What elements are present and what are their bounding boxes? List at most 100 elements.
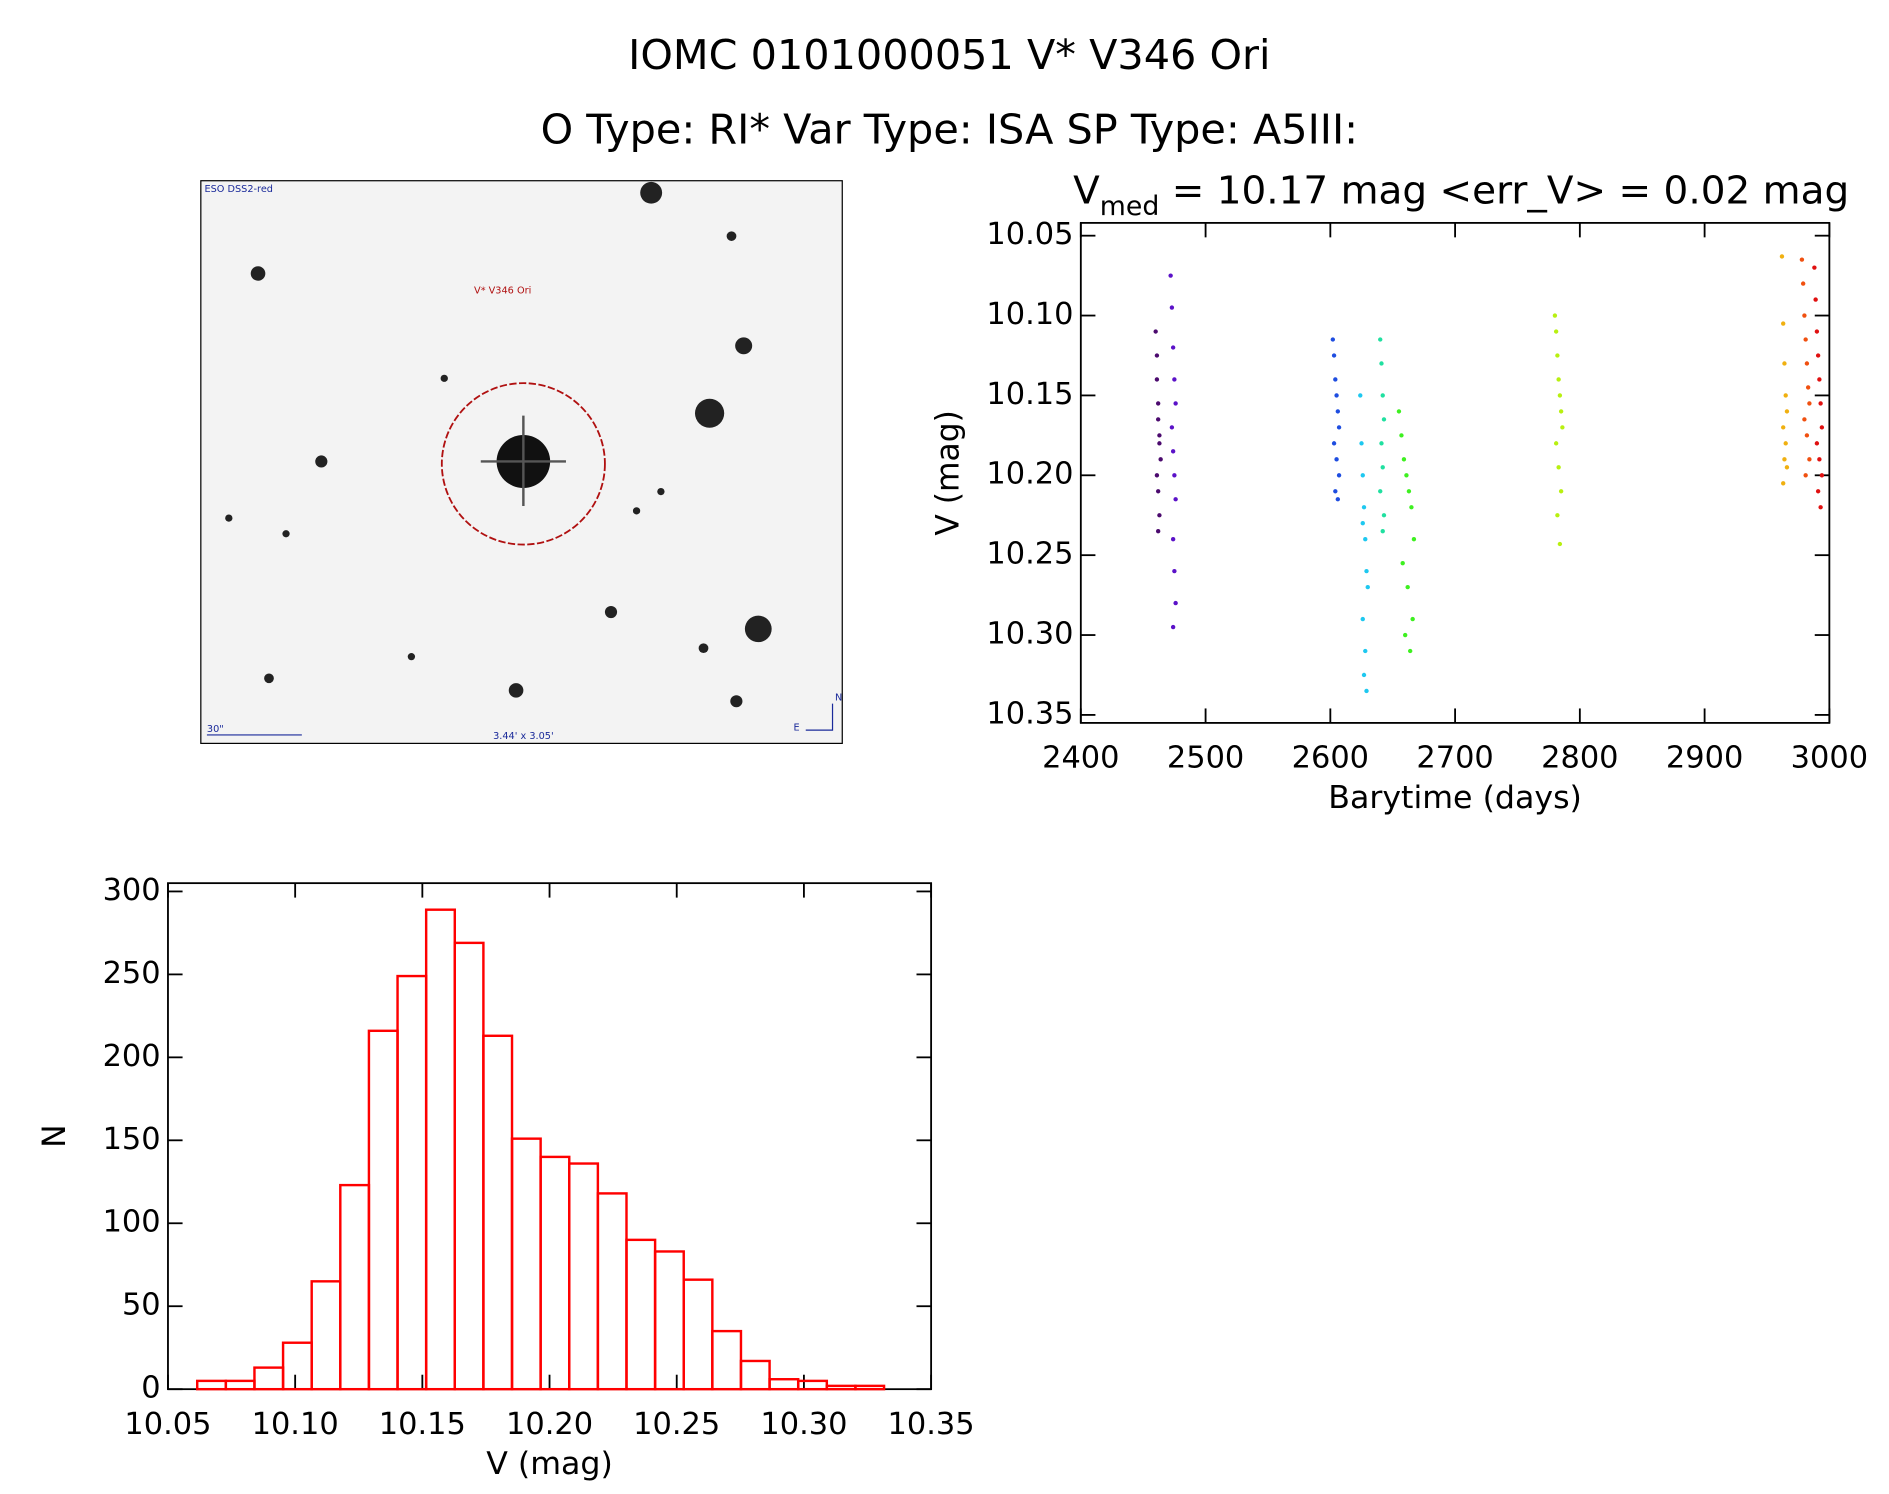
y-tick-label: 250 bbox=[103, 956, 161, 991]
bar bbox=[424, 908, 456, 1391]
point bbox=[1555, 353, 1560, 358]
point bbox=[1378, 337, 1383, 342]
y-axis-title: N bbox=[37, 1124, 73, 1147]
point bbox=[1158, 457, 1163, 462]
point bbox=[1358, 393, 1363, 398]
point bbox=[1157, 441, 1162, 446]
y-tick-label: 10.15 bbox=[986, 377, 1073, 412]
point bbox=[1378, 489, 1383, 494]
point bbox=[1557, 541, 1563, 547]
bar bbox=[768, 1378, 800, 1391]
x-tick-label: 10.25 bbox=[633, 1407, 720, 1442]
x-tick-label: 2600 bbox=[1292, 741, 1369, 776]
point bbox=[1799, 257, 1805, 262]
point bbox=[1819, 425, 1825, 430]
point bbox=[1819, 473, 1825, 478]
point bbox=[1402, 632, 1408, 638]
y-tick-label: 10.25 bbox=[986, 537, 1073, 572]
chart-title: Vmed = 10.17 mag <err_V> = 0.02 mag bbox=[1073, 168, 1849, 221]
point bbox=[1155, 489, 1161, 494]
point bbox=[1364, 688, 1369, 694]
point bbox=[1364, 568, 1369, 574]
point bbox=[1363, 537, 1368, 542]
point bbox=[1552, 313, 1558, 318]
point bbox=[1361, 505, 1367, 510]
page-title: IOMC 0101000051 V* V346 Ori bbox=[628, 31, 1270, 79]
title-rest: = 10.17 mag <err_V> = 0.02 mag bbox=[1159, 168, 1849, 213]
point bbox=[1560, 425, 1565, 430]
point bbox=[1363, 648, 1368, 654]
point bbox=[1381, 513, 1387, 518]
point bbox=[1818, 505, 1823, 510]
point bbox=[1360, 473, 1365, 478]
point bbox=[1817, 377, 1822, 382]
survey-label: ESO DSS2-red bbox=[204, 184, 273, 195]
x-axis-title: V (mag) bbox=[486, 1446, 613, 1482]
point bbox=[1815, 353, 1821, 358]
point bbox=[1153, 329, 1158, 334]
y-tick-label: 10.20 bbox=[986, 457, 1073, 492]
point bbox=[1169, 425, 1175, 430]
y-tick-label: 10.10 bbox=[986, 297, 1073, 332]
y-tick-label: 10.35 bbox=[986, 697, 1073, 732]
scale-label: 30" bbox=[207, 724, 224, 735]
point bbox=[1556, 465, 1561, 470]
point bbox=[1333, 489, 1338, 494]
compass-east: E bbox=[794, 723, 800, 734]
bar bbox=[854, 1384, 886, 1391]
point bbox=[1157, 433, 1162, 438]
point bbox=[1172, 473, 1177, 478]
y-tick-label: 10.30 bbox=[986, 617, 1073, 652]
point bbox=[1155, 529, 1161, 534]
point bbox=[1805, 385, 1811, 390]
point bbox=[1784, 465, 1790, 470]
point bbox=[1333, 377, 1338, 382]
aperture bbox=[440, 382, 606, 546]
bar bbox=[711, 1329, 743, 1391]
point bbox=[1173, 497, 1178, 502]
bar bbox=[510, 1137, 542, 1391]
point bbox=[1803, 473, 1808, 478]
point bbox=[1409, 505, 1414, 510]
point bbox=[1170, 537, 1176, 542]
point bbox=[1154, 473, 1160, 478]
point bbox=[1405, 584, 1410, 590]
point bbox=[1336, 425, 1342, 430]
point bbox=[1557, 393, 1563, 398]
y-tick-label: 100 bbox=[103, 1205, 161, 1240]
y-tick-label: 300 bbox=[103, 873, 161, 908]
y-axis-title: V (mag) bbox=[930, 410, 966, 535]
point bbox=[1803, 337, 1808, 342]
point bbox=[1814, 441, 1820, 446]
plot-frame bbox=[1079, 221, 1831, 724]
y-tick-label: 200 bbox=[103, 1039, 161, 1074]
point bbox=[1335, 497, 1341, 502]
point bbox=[1558, 409, 1564, 414]
point bbox=[1155, 401, 1161, 406]
bar bbox=[224, 1379, 256, 1391]
point bbox=[1802, 417, 1807, 422]
x-tick-label: 2400 bbox=[1042, 741, 1119, 776]
point bbox=[1782, 361, 1787, 366]
plot-frame bbox=[167, 882, 933, 1391]
point bbox=[1154, 353, 1160, 358]
point bbox=[1331, 353, 1337, 358]
bar bbox=[453, 941, 485, 1391]
x-tick-label: 10.30 bbox=[760, 1407, 847, 1442]
x-tick-label: 2700 bbox=[1416, 741, 1493, 776]
bar bbox=[281, 1341, 313, 1391]
point bbox=[1334, 457, 1339, 462]
bar bbox=[596, 1192, 628, 1391]
x-tick-label: 2500 bbox=[1167, 741, 1244, 776]
point bbox=[1330, 337, 1336, 342]
point bbox=[1360, 616, 1365, 622]
bar bbox=[196, 1379, 228, 1391]
point bbox=[1379, 441, 1384, 446]
point bbox=[1379, 361, 1384, 366]
x-axis-title: Barytime (days) bbox=[1328, 780, 1582, 816]
point bbox=[1812, 265, 1817, 270]
point bbox=[1401, 457, 1407, 462]
point bbox=[1814, 329, 1820, 334]
point bbox=[1781, 481, 1786, 486]
